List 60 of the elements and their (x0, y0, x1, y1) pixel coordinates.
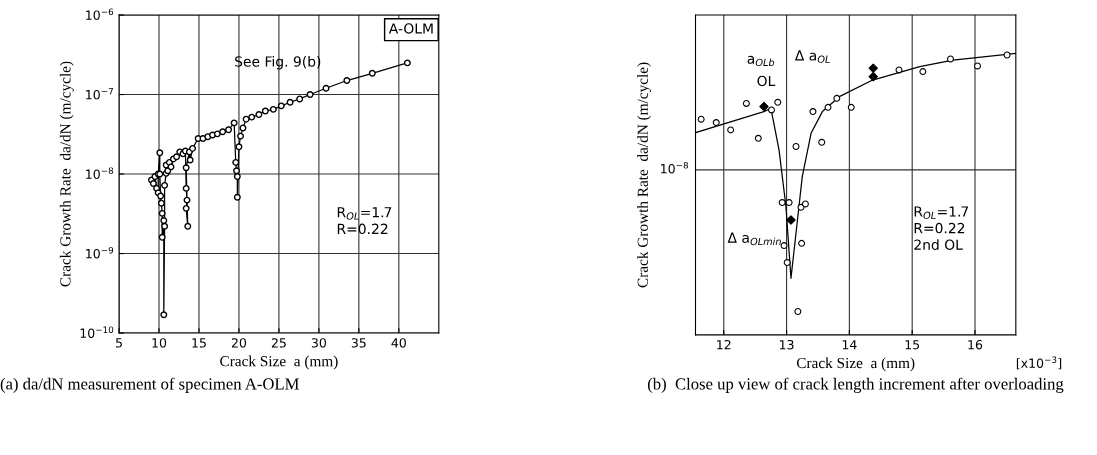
text: (a) da/dN measurement of specimen A-OLM (0, 377, 299, 393)
y-tick-label: 10$^{−9}$ (86, 246, 114, 259)
y-axis-title: Crack Growth Rate da/dN (m/cycle) (637, 62, 652, 288)
point (794, 308, 802, 316)
point (697, 115, 705, 123)
x-tick-label: 25 (271, 338, 286, 348)
y-tick-label: 10$^{−7}$ (86, 88, 113, 100)
annotation: R$_{OL}$=1.7 R=0.22 2nd OL (914, 206, 969, 250)
x-tick-label: 20 (231, 338, 247, 348)
x-tick-label: 15 (905, 340, 920, 350)
point (974, 62, 982, 70)
point (774, 98, 782, 106)
point (809, 108, 817, 116)
point (868, 71, 878, 82)
y-tick-label: 10$^{−8}$ (86, 167, 114, 179)
ref-line-label: 10$^{−8}$ (661, 161, 689, 174)
x-axis-title: Crack Size a (mm) (796, 357, 915, 372)
point (727, 126, 735, 134)
point (780, 242, 788, 250)
x-tick-label: 12 (717, 339, 731, 350)
point (798, 239, 806, 247)
x-tick-label: 15 (192, 338, 206, 348)
point (919, 68, 927, 76)
y-tick-label: 10$^{−6}$ (86, 8, 114, 20)
point (759, 101, 769, 112)
point (947, 55, 955, 63)
text: (b) Close up view of crack length increment after overloading (647, 377, 1064, 393)
point (868, 63, 878, 73)
text: [x10$^{−3}$] (1016, 356, 1062, 370)
x-tick-label: 40 (391, 338, 406, 348)
point (895, 66, 903, 74)
point (792, 143, 800, 151)
point (833, 94, 841, 102)
annotation: Δ a$_{OL}$ (794, 50, 830, 63)
x-tick-label: 14 (842, 340, 857, 350)
point (847, 103, 855, 111)
point (801, 200, 809, 208)
x-tick-label: 5 (116, 338, 122, 348)
annotation: A-OLM (388, 23, 433, 34)
point (767, 106, 775, 114)
annotation: See Fig. 9(b) (235, 56, 321, 70)
point (783, 259, 791, 267)
x-tick-label: 35 (351, 338, 366, 348)
x-tick-label: 10 (152, 338, 167, 348)
point (778, 199, 786, 207)
point (824, 103, 832, 111)
point (785, 199, 793, 207)
point (712, 119, 720, 127)
x-tick-label: 16 (968, 339, 983, 350)
point (754, 134, 762, 142)
point (818, 138, 826, 146)
annotation: a$_{OLb}$ (747, 55, 775, 67)
annotation: Δ a$_{OLmin}$ (727, 232, 781, 246)
x-tick-label: 30 (311, 338, 327, 348)
point (742, 99, 750, 107)
x-tick-label: 13 (779, 339, 794, 350)
annotation: OL (757, 75, 776, 87)
x-axis-title: Crack Size a (mm) (220, 355, 338, 370)
y-tick-label: 10$^{−10}$ (80, 326, 114, 338)
y-axis-title: Crack Growth Rate da/dN (m/cycle) (59, 61, 74, 287)
